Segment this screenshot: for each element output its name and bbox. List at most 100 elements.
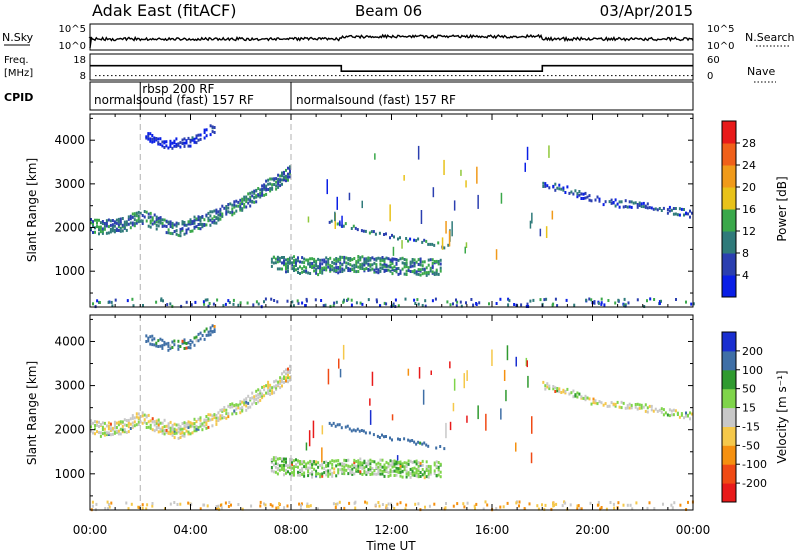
data-cell [204,298,207,302]
data-cell [190,303,193,307]
data-cell [385,504,388,508]
data-cell [530,452,533,464]
data-cell [385,269,388,272]
data-cell [215,208,218,212]
cpid-label: CPID [4,91,33,104]
data-cell [435,464,438,468]
data-cell [209,210,212,214]
data-cell [263,502,265,506]
data-cell [349,469,352,472]
data-cell [105,224,108,228]
data-cell [301,256,304,260]
data-cell [181,434,184,438]
data-cell [343,462,346,466]
data-cell [409,475,412,479]
data-cell [589,501,592,505]
data-cell [674,409,677,413]
data-cell [211,417,214,421]
data-cell [297,256,299,260]
data-cell [103,222,106,225]
data-cell [327,258,330,261]
data-cell [349,465,352,469]
data-cell [499,505,502,509]
data-cell [413,264,416,268]
data-cell [506,501,509,505]
data-cell [405,261,408,265]
data-cell [379,269,382,273]
data-cell [271,504,274,508]
data-cell [213,126,216,129]
data-cell [372,230,375,234]
data-cell [369,263,372,267]
data-cell [628,205,631,209]
data-cell [636,298,639,302]
data-cell [167,344,170,348]
data-cell [598,197,601,201]
data-cell [545,297,548,301]
data-cell [363,267,366,271]
data-cell [239,301,242,305]
data-cell [127,215,130,219]
data-cell [369,257,372,260]
data-cell [389,263,392,267]
data-cell [239,198,242,202]
date-label: 03/Apr/2015 [600,2,693,20]
data-cell [229,202,232,206]
data-cell [405,472,408,475]
data-cell [157,423,160,427]
data-cell [263,183,266,187]
data-cell [177,436,180,440]
data-cell [437,262,440,266]
data-cell [261,385,264,389]
data-cell [119,420,122,424]
data-cell [315,259,318,263]
data-cell [119,226,122,230]
data-cell [99,434,102,438]
data-cell [368,431,371,435]
data-cell [145,426,148,429]
data-cell [94,427,96,431]
data-cell [233,211,236,215]
data-cell [542,185,545,188]
data-cell [243,202,246,206]
data-cell [646,506,649,510]
data-cell [193,221,196,225]
data-cell [259,504,262,508]
data-cell [267,389,270,393]
data-cell [325,260,328,264]
data-cell [613,506,616,510]
data-cell [293,470,295,474]
data-cell [265,192,268,196]
x-axis-label: Time UT [365,539,416,553]
data-cell [367,462,370,466]
freq-trace [90,64,693,72]
data-cell [263,185,266,189]
data-cell [180,304,183,308]
data-cell [415,239,418,243]
data-cell [610,401,613,405]
data-cell [433,502,436,506]
data-cell [295,268,297,272]
data-cell [495,302,498,305]
data-cell [328,220,331,224]
data-cell [435,446,438,450]
data-cell [579,507,582,511]
data-cell [393,474,396,477]
data-cell [403,258,406,261]
data-cell [173,339,176,343]
data-cell [219,417,222,421]
data-cell [103,224,106,228]
data-cell [600,301,603,305]
data-cell [183,434,186,438]
data-cell [367,298,370,302]
data-cell [617,501,620,505]
data-cell [297,271,299,274]
data-cell [327,469,330,473]
data-cell [449,421,452,431]
data-cell [272,470,275,474]
data-cell [351,471,354,474]
data-cell [265,184,268,188]
data-cell [279,178,282,182]
